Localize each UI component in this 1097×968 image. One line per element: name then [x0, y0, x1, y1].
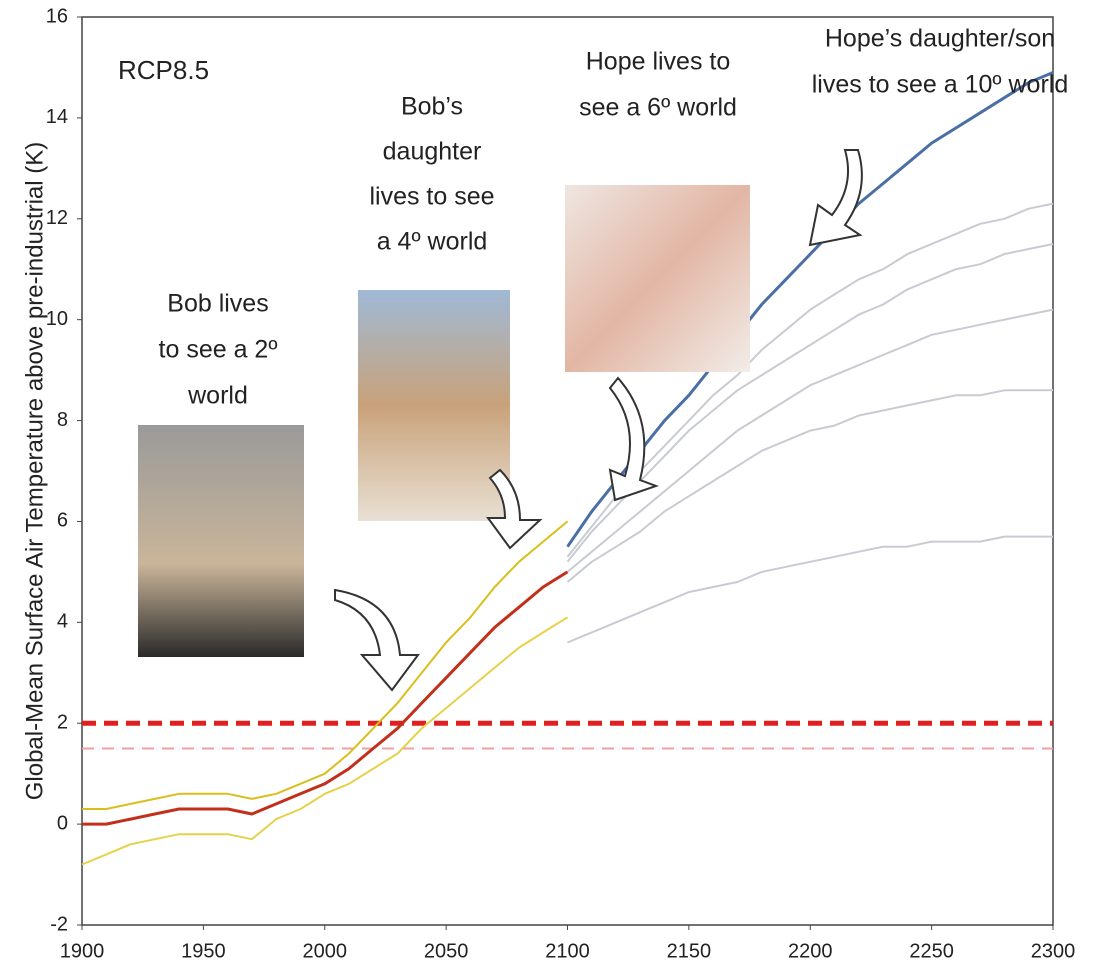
annotation: Hope lives to — [586, 48, 731, 76]
y-tick-label: 8 — [57, 409, 68, 431]
chart: Global-Mean Surface Air Temperature abov… — [0, 0, 1097, 968]
x-tick-label: 2200 — [788, 940, 833, 962]
annotation: lives to see — [369, 183, 494, 211]
x-tick-label: 1950 — [181, 940, 226, 962]
arrow — [810, 150, 862, 245]
x-tick-label: 1900 — [60, 940, 105, 962]
photo-baby — [565, 185, 750, 372]
x-tick-label: 2000 — [303, 940, 348, 962]
x-tick-label: 2050 — [424, 940, 469, 962]
y-tick-label: 2 — [57, 712, 68, 734]
annotation: world — [187, 382, 248, 410]
annotation: see a 6º world — [579, 94, 737, 122]
arrow — [335, 590, 418, 690]
annotation: a 4º world — [377, 228, 488, 256]
y-axis-title: Global-Mean Surface Air Temperature abov… — [21, 142, 48, 801]
photo-daughter — [358, 290, 510, 521]
annotation: Bob’s — [401, 93, 463, 121]
y-tick-label: -2 — [50, 913, 68, 935]
y-tick-label: 0 — [57, 812, 68, 834]
y-tick-label: 4 — [57, 611, 68, 633]
annotation: Hope’s daughter/son — [825, 25, 1055, 53]
photos — [138, 185, 750, 657]
annotation: Bob lives — [167, 290, 268, 318]
x-tick-label: 2150 — [667, 940, 712, 962]
x-tick-label: 2250 — [909, 940, 954, 962]
photo-bob — [138, 425, 304, 657]
y-tick-label: 12 — [46, 207, 68, 229]
annotation: to see a 2º — [159, 336, 278, 364]
x-tick-label: 2100 — [545, 940, 590, 962]
y-tick-label: 16 — [46, 5, 68, 27]
series-line — [568, 537, 1054, 643]
y-tick-label: 10 — [46, 308, 68, 330]
y-tick-label: 14 — [46, 106, 68, 128]
annotation: lives to see a 10º world — [812, 71, 1068, 99]
x-tick-label: 2300 — [1031, 940, 1076, 962]
y-tick-label: 6 — [57, 510, 68, 532]
annotation: RCP8.5 — [118, 55, 209, 85]
annotation: daughter — [383, 138, 482, 166]
